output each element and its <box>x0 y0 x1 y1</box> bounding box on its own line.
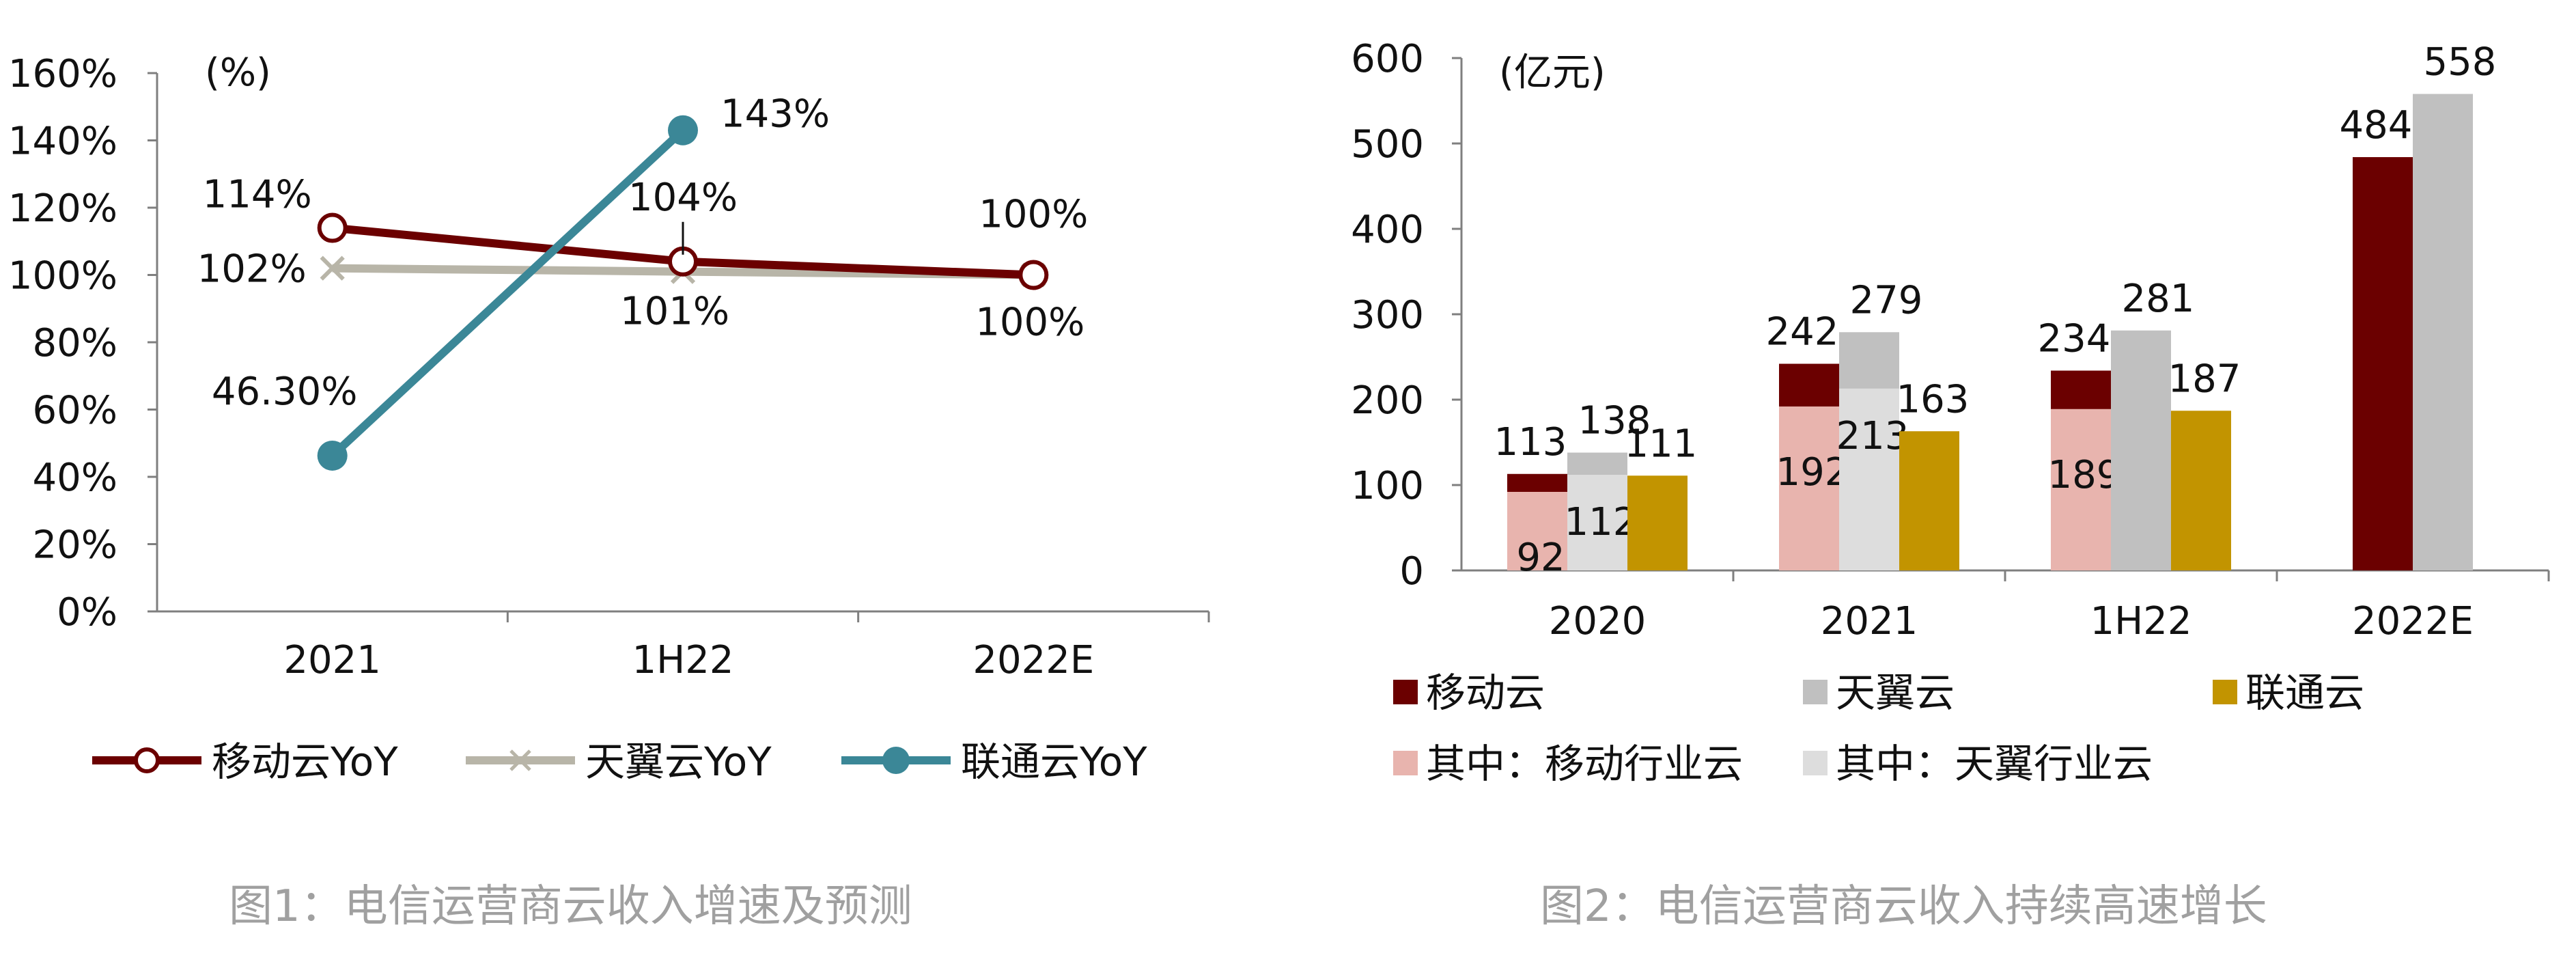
x-tick-label: 2022E <box>2352 599 2474 644</box>
legend-item: 移动云YoY <box>92 738 398 785</box>
legend-swatch <box>1393 751 1418 775</box>
legend-label: 天翼云YoY <box>585 738 772 785</box>
data-label: 138 <box>1578 399 1651 443</box>
y-tick-label: 120% <box>8 187 117 231</box>
data-label: 192 <box>1776 450 1849 495</box>
data-label: 213 <box>1836 414 1909 458</box>
y-tick-label: 60% <box>33 389 117 433</box>
data-label: 279 <box>1850 278 1923 322</box>
legend-label: 其中：移动行业云 <box>1426 741 1743 787</box>
bar-tianyi <box>2413 94 2473 570</box>
bar-yidong-industry <box>2051 409 2111 570</box>
point-marker-yidong <box>1018 260 1049 290</box>
y-tick-label: 80% <box>33 321 117 365</box>
y-tick-label: 500 <box>1351 122 1424 167</box>
legend-marker <box>509 749 531 771</box>
x-tick-label: 2021 <box>1821 599 1918 644</box>
bar-liantong <box>1627 475 1688 570</box>
y-tick-label: 160% <box>8 52 117 96</box>
data-label: 484 <box>2340 103 2413 148</box>
data-label: 234 <box>2038 317 2111 361</box>
data-label: 112 <box>1565 500 1638 544</box>
data-label: 100% <box>975 301 1084 345</box>
bar-liantong <box>2171 411 2231 570</box>
legend-item: 联通云 <box>2213 669 2364 716</box>
data-label: 281 <box>2122 277 2195 321</box>
legend-label: 移动云 <box>1426 669 1545 716</box>
x-tick-label: 1H22 <box>632 638 734 682</box>
data-label: 113 <box>1494 420 1567 465</box>
y-tick-label: 300 <box>1351 293 1424 337</box>
x-tick-label: 2022E <box>972 638 1094 682</box>
data-label: 189 <box>2048 453 2121 497</box>
data-label: 242 <box>1766 310 1839 355</box>
bar-tianyi-industry <box>1839 388 1899 570</box>
series-line-liantong <box>329 127 686 459</box>
legend-swatch <box>1393 680 1418 704</box>
data-label: 102% <box>197 247 307 292</box>
y-tick-label: 100% <box>8 254 117 299</box>
data-label: 101% <box>620 290 729 334</box>
bar-yidong-industry <box>1507 492 1567 570</box>
figure1-caption: 图1：电信运营商云收入增速及预测 <box>229 881 912 932</box>
legend-item: 天翼云 <box>1803 669 1955 716</box>
data-label: 111 <box>1625 422 1698 466</box>
y-unit-label: (%) <box>205 51 271 95</box>
point-marker-liantong <box>668 115 698 146</box>
bar-liantong <box>1899 431 1959 570</box>
y-tick-label: 0% <box>57 590 117 635</box>
data-label: 143% <box>720 92 830 137</box>
legend-item: 移动云 <box>1393 669 1545 716</box>
bar-yidong-industry <box>1779 406 1839 570</box>
y-tick-label: 600 <box>1351 37 1424 81</box>
figure2-caption: 图2：电信运营商云收入持续高速增长 <box>1540 881 2267 932</box>
data-label: 114% <box>203 173 312 217</box>
data-label: 46.30% <box>212 370 358 414</box>
data-label: 100% <box>979 193 1088 237</box>
point-marker-tianyi <box>320 255 345 281</box>
legend-item: 其中：移动行业云 <box>1393 741 1743 787</box>
legend-label: 其中：天翼行业云 <box>1836 741 2153 787</box>
x-tick-label: 2021 <box>283 638 381 682</box>
marker-stroke <box>320 255 345 281</box>
legend-item: 其中：天翼行业云 <box>1803 741 2153 787</box>
bar-tianyi-industry <box>1567 475 1627 570</box>
y-tick-label: 200 <box>1351 378 1424 423</box>
legend-marker <box>882 747 910 774</box>
legend-item: 联通云YoY <box>841 738 1147 785</box>
legend-swatch <box>2213 680 2237 704</box>
legend-item: 天翼云YoY <box>466 738 772 785</box>
chart-telecom-cloud-growth: 0% 20% 40% 60% 80% 100% 120% 140% 160% 2021 1H22 20… <box>8 51 1210 785</box>
chart-telecom-cloud-revenue: 0 100 200 300 400 500 600 2020 2021 1H22 2022E (亿元)… <box>1351 37 2550 787</box>
legend-label: 天翼云 <box>1836 669 1955 716</box>
data-label: 187 <box>2168 357 2241 401</box>
data-label: 92 <box>1516 536 1565 580</box>
bar-yidong <box>2353 157 2413 570</box>
bar-tianyi <box>2111 330 2171 570</box>
y-tick-label: 0 <box>1399 549 1424 594</box>
y-tick-label: 40% <box>33 456 117 500</box>
point-marker-yidong <box>317 212 348 243</box>
legend-label: 联通云 <box>2245 669 2364 716</box>
data-label: 558 <box>2424 40 2497 85</box>
y-tick-label: 140% <box>8 120 117 164</box>
legend-marker <box>134 747 160 773</box>
legend-label: 联通云YoY <box>961 738 1147 785</box>
y-tick-label: 100 <box>1351 464 1424 508</box>
legend-label: 移动云YoY <box>212 738 398 785</box>
x-tick-label: 1H22 <box>2090 599 2192 644</box>
x-tick-label: 2020 <box>1549 599 1647 644</box>
point-marker-liantong <box>317 440 348 471</box>
legend-swatch <box>1803 751 1828 775</box>
data-label: 104% <box>628 176 738 220</box>
y-tick-label: 400 <box>1351 208 1424 252</box>
y-tick-label: 20% <box>33 523 117 568</box>
legend-swatch <box>1803 680 1828 704</box>
y-unit-label: (亿元) <box>1499 51 1606 95</box>
data-label: 163 <box>1896 377 1970 422</box>
